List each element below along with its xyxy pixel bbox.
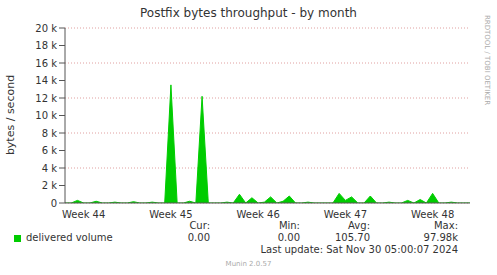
svg-text:0: 0	[51, 198, 57, 209]
svg-text:Week 44: Week 44	[62, 209, 105, 220]
html-text:RRDTOOL / TOBI OETIKER: RRDTOOL / TOBI OETIKER	[483, 14, 491, 106]
html-text:0.00: 0.00	[277, 232, 300, 243]
svg-text:Week 45: Week 45	[149, 209, 192, 220]
html-text:Avg:: Avg:	[348, 220, 370, 231]
html-text:Munin 2.0.57: Munin 2.0.57	[225, 260, 272, 268]
svg-text:4 k: 4 k	[42, 163, 58, 174]
html-text:bytes / second: bytes / second	[3, 74, 17, 156]
html-text:Min:: Min:	[278, 220, 300, 231]
svg-text:8 k: 8 k	[42, 128, 58, 139]
html-text:delivered volume: delivered volume	[26, 232, 113, 243]
svg-text:14 k: 14 k	[35, 75, 57, 86]
html-text:105.70: 105.70	[335, 232, 370, 243]
html-text:Postfix bytes throughput - by: Postfix bytes throughput - by month	[140, 6, 357, 20]
svg-text:6 k: 6 k	[42, 145, 58, 156]
svg-text:18 k: 18 k	[35, 40, 57, 51]
svg-text:16 k: 16 k	[35, 58, 57, 69]
html-text:0.00: 0.00	[187, 232, 210, 243]
html-text:Last update: Sat Nov 30 05:00:: Last update: Sat Nov 30 05:00:07 2024	[260, 244, 458, 255]
svg-text:Week 47: Week 47	[324, 209, 367, 220]
html-text:97.98k: 97.98k	[423, 232, 458, 243]
svg-text:12 k: 12 k	[35, 93, 57, 104]
html-text:Max:: Max:	[434, 220, 458, 231]
svg-text:20 k: 20 k	[35, 23, 57, 34]
svg-text:Week 46: Week 46	[236, 209, 279, 220]
svg-text:2 k: 2 k	[42, 180, 58, 191]
html-text:Cur:: Cur:	[189, 220, 210, 231]
svg-text:Week 48: Week 48	[411, 209, 454, 220]
svg-text:10 k: 10 k	[35, 110, 57, 121]
